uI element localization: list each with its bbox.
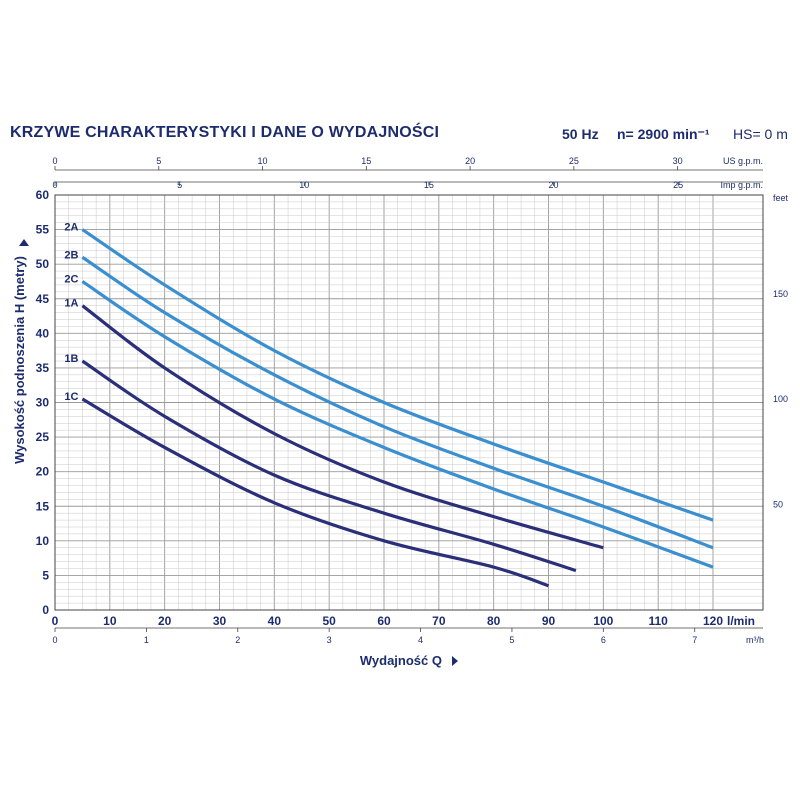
x-tick-label: 120 [703,614,723,628]
y-tick-label: 25 [36,430,50,444]
series-label-2b: 2B [64,249,78,261]
x-tick-label: 10 [103,614,117,628]
imp-gpm-tick-label: 0 [52,180,57,190]
chart-title: KRZYWE CHARAKTERYSTYKI I DANE O WYDAJNOŚ… [10,124,440,141]
series-line-1b [81,359,577,573]
series-line-1a [81,304,604,550]
x-tick-label: 80 [487,614,501,628]
plot-frame [54,194,764,611]
y-tick-label: 35 [36,361,50,375]
m3h-tick-label: 0 [52,635,57,645]
m3h-tick-label: 3 [327,635,332,645]
feet-tick-label: 50 [773,500,783,510]
x-tick-label: 40 [268,614,282,628]
x-tick-label: 70 [432,614,446,628]
series-label-1a: 1A [64,298,78,310]
m3h-tick-label: 5 [509,635,514,645]
us-gpm-unit-label: US g.p.m. [723,156,763,166]
imp-gpm-unit-label: Imp g.p.m. [720,180,763,190]
imp-gpm-tick-label: 25 [673,180,683,190]
series-label-1b: 1B [64,353,78,365]
suction-head-label: HS= 0 m [733,126,788,142]
x-tick-label: 30 [213,614,227,628]
imp-gpm-tick-label: 15 [424,180,434,190]
us-gpm-tick-label: 25 [569,156,579,166]
y-tick-label: 20 [36,465,50,479]
y-tick-label: 60 [36,188,50,202]
y-axis-label: Wysokość podnoszenia H (metry) [12,256,27,464]
m3h-tick-label: 2 [235,635,240,645]
m3h-tick-label: 6 [601,635,606,645]
y-tick-label: 10 [36,534,50,548]
us-gpm-tick-label: 15 [361,156,371,166]
imp-gpm-tick-label: 10 [299,180,309,190]
y-tick-label: 40 [36,326,50,340]
imp-gpm-tick-label: 5 [177,180,182,190]
series-line-2a [81,228,714,522]
x-tick-label: 110 [648,614,668,628]
m3h-tick-label: 1 [144,635,149,645]
x-tick-label: 20 [158,614,172,628]
us-gpm-tick-label: 10 [258,156,268,166]
us-gpm-tick-label: 30 [673,156,683,166]
x-tick-label: 50 [322,614,336,628]
series-label-2c: 2C [64,273,78,285]
y-tick-label: 0 [42,603,49,617]
y-tick-label: 55 [36,223,50,237]
series-line-2b [81,255,714,550]
x-label-arrow-icon [452,656,458,666]
y-tick-label: 45 [36,292,50,306]
y-tick-label: 50 [36,257,50,271]
x-tick-label: 90 [542,614,556,628]
series-line-2c [81,280,714,569]
y-tick-label: 5 [42,568,49,582]
us-gpm-tick-label: 20 [465,156,475,166]
m3h-unit-label: m³/h [746,635,764,645]
feet-tick-label: 150 [773,289,788,299]
m3h-tick-label: 7 [692,635,697,645]
us-gpm-tick-label: 0 [52,156,57,166]
us-gpm-tick-label: 5 [156,156,161,166]
feet-unit-label: feet [773,193,789,203]
feet-tick-label: 100 [773,394,788,404]
y-label-arrow-icon [19,239,29,246]
x-unit-label: l/min [727,614,755,628]
series-label-2a: 2A [64,222,78,234]
m3h-tick-label: 4 [418,635,423,645]
y-tick-label: 15 [36,499,50,513]
speed-label: n= 2900 min⁻¹ [617,126,710,142]
imp-gpm-tick-label: 20 [549,180,559,190]
x-axis-label: Wydajność Q [360,653,442,668]
series: 2A 2B 2C 1A 1B 1C [64,222,714,588]
x-tick-label: 60 [377,614,391,628]
frequency-label: 50 Hz [562,126,599,142]
x-tick-label: 0 [52,614,59,628]
series-label-1c: 1C [64,391,78,403]
x-tick-label: 100 [593,614,613,628]
y-tick-label: 30 [36,396,50,410]
series-line-1c [81,397,550,588]
